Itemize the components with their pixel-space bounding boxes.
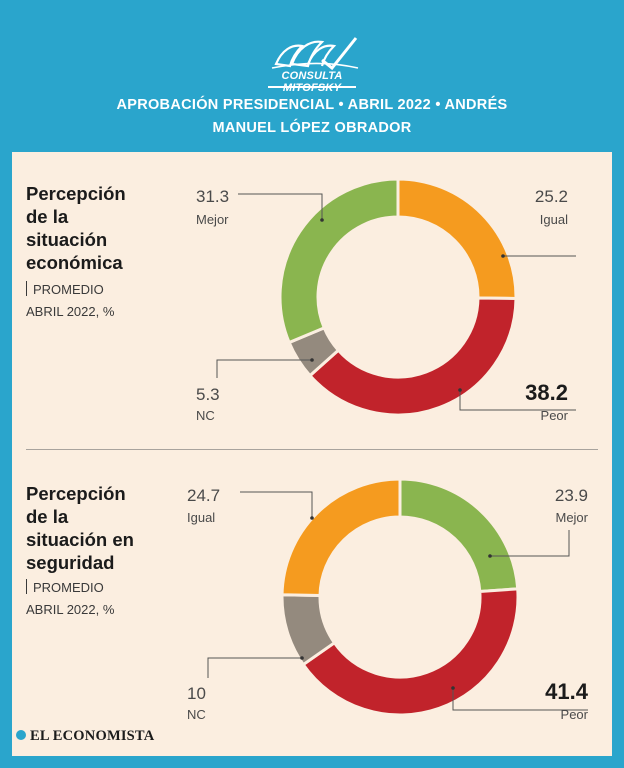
header: CONSULTA MITOFSKY APROBACIÓN PRESIDENCIA…	[0, 0, 624, 152]
slice-value-peor: 38.2	[525, 380, 568, 405]
leader-dot-peor	[458, 388, 462, 392]
section-divider	[26, 449, 598, 450]
leader-dot-nc	[310, 358, 314, 362]
mitofsky-logo-icon	[271, 37, 359, 71]
page-title: APROBACIÓN PRESIDENCIAL • ABRIL 2022 • A…	[40, 94, 584, 140]
donut-slice-peor	[301, 587, 520, 717]
title-line: seguridad	[26, 552, 115, 573]
leader-line-peor	[452, 688, 588, 711]
slice-value-nc: 10	[187, 684, 206, 703]
section-title-economica: Percepción de la situación económica	[26, 182, 156, 274]
donut-slice-igual	[280, 477, 402, 598]
logo-underline	[268, 86, 356, 88]
title-line: de la	[26, 506, 69, 527]
donut-charts: 25.2 Igual 38.2 Peor 5.3 NC 31.3 Mejor 23.9 Mejor…	[187, 177, 589, 722]
leader-line-nc	[216, 359, 312, 378]
slice-value-igual: 25.2	[535, 187, 568, 206]
leader-line-igual	[240, 491, 313, 518]
slice-label-peor: Peor	[541, 408, 569, 423]
section-subtitle-seguridad: PROMEDIO ABRIL 2022, %	[26, 577, 176, 621]
leader-dot-mejor	[320, 218, 324, 222]
slice-value-mejor: 31.3	[196, 187, 229, 206]
leader-line-mejor	[238, 193, 323, 220]
title-line: Percepción	[26, 183, 126, 204]
slice-label-igual: Igual	[540, 212, 568, 227]
brand-logo-icon	[16, 730, 26, 740]
leader-dot-nc	[300, 656, 304, 660]
title-line: económica	[26, 252, 123, 273]
slice-label-mejor: Mejor	[196, 212, 229, 227]
brand-name: EL ECONOMISTA	[30, 728, 155, 744]
leader-dot-mejor	[488, 554, 492, 558]
slice-label-nc: NC	[187, 707, 206, 722]
donut-slice-mejor	[278, 177, 400, 345]
slice-label-nc: NC	[196, 408, 215, 423]
section-subtitle-economica: PROMEDIO ABRIL 2022, %	[26, 279, 176, 323]
title-line: Percepción	[26, 483, 126, 504]
logo-text: CONSULTA MITOFSKY	[281, 70, 343, 94]
leader-line-mejor	[490, 530, 570, 557]
title-line: situación en	[26, 529, 134, 550]
slice-value-mejor: 23.9	[555, 486, 588, 505]
section-title-seguridad: Percepción de la situación en seguridad	[26, 482, 156, 574]
slice-value-nc: 5.3	[196, 385, 220, 404]
donut-slice-peor	[307, 296, 518, 417]
brand-footer: EL ECONOMISTA	[16, 728, 154, 748]
slice-label-igual: Igual	[187, 510, 215, 525]
subtitle-line-1: PROMEDIO	[33, 580, 104, 595]
content-panel: Percepción de la situación económica PRO…	[12, 152, 612, 756]
subtitle-line-1: PROMEDIO	[33, 282, 104, 297]
donut-slice-igual	[396, 177, 518, 301]
slice-label-mejor: Mejor	[555, 510, 588, 525]
donut-slice-mejor	[398, 477, 520, 594]
slice-value-igual: 24.7	[187, 486, 220, 505]
title-line: de la	[26, 206, 69, 227]
subtitle-line-2: ABRIL 2022, %	[26, 602, 115, 617]
subtitle-line-2: ABRIL 2022, %	[26, 304, 115, 319]
leader-dot-igual	[310, 516, 314, 520]
slice-value-peor: 41.4	[545, 679, 589, 704]
slice-label-peor: Peor	[561, 707, 589, 722]
title-line-2: MANUEL LÓPEZ OBRADOR	[212, 120, 412, 136]
leader-line-peor	[459, 390, 576, 411]
leader-dot-igual	[501, 254, 505, 258]
title-line: situación	[26, 229, 108, 250]
leader-dot-peor	[451, 686, 455, 690]
subtitle-bar	[26, 281, 27, 296]
leader-line-nc	[207, 657, 302, 678]
subtitle-bar	[26, 579, 27, 594]
title-line-1: APROBACIÓN PRESIDENCIAL • ABRIL 2022 • A…	[116, 97, 508, 113]
